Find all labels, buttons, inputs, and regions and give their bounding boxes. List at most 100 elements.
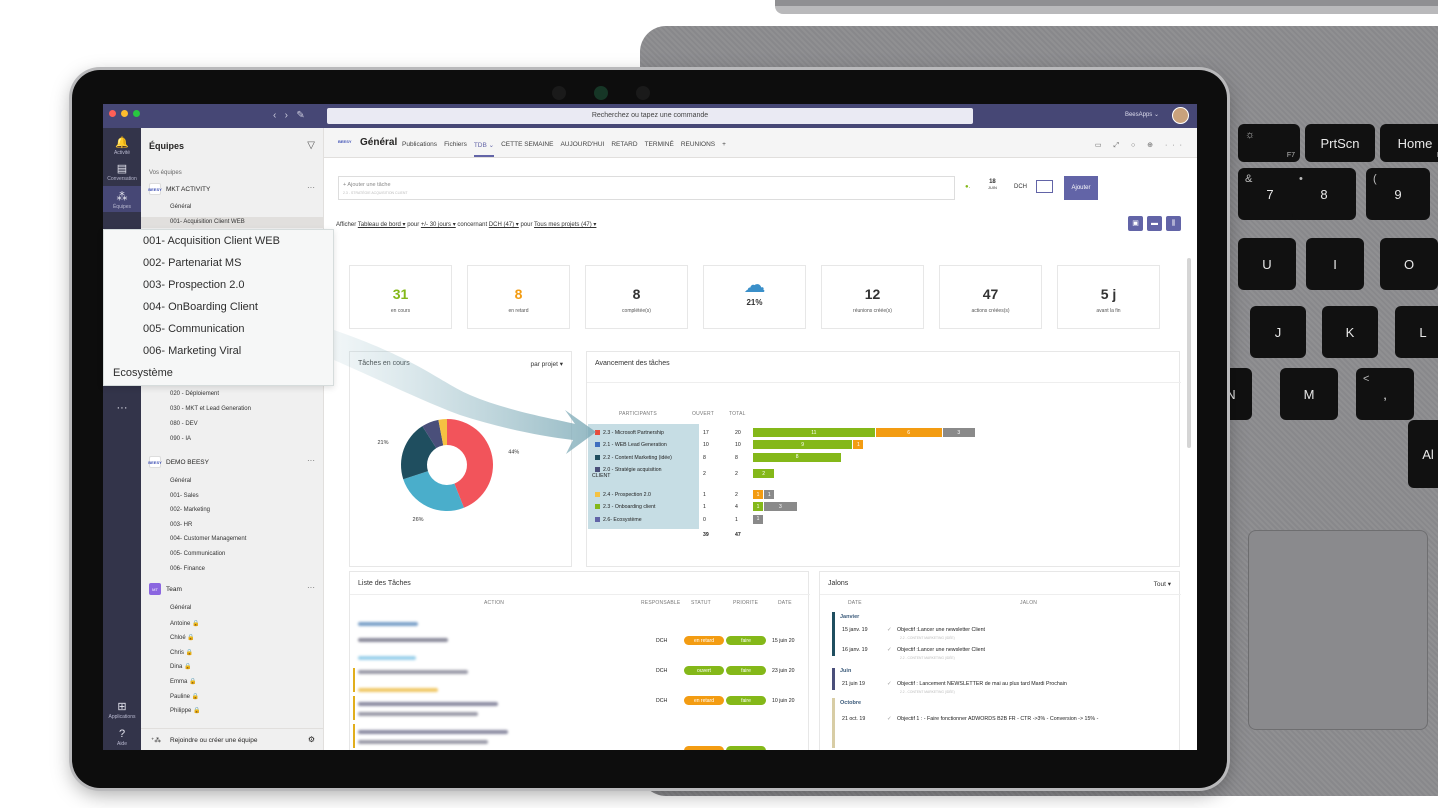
tab-item[interactable]: AUJOURD'HUI <box>560 141 605 148</box>
tab-item[interactable]: + <box>722 141 726 148</box>
rail-teams[interactable]: ⁂ Équipes <box>103 186 141 212</box>
team-more-icon[interactable]: ··· <box>307 583 315 592</box>
channel-item[interactable]: Dina 🔒 <box>170 664 192 671</box>
project-legend-item[interactable]: 2.4 - Prospection 2.0 <box>587 492 697 498</box>
project-option[interactable]: 001- Acquisition Client WEB <box>143 235 280 247</box>
project-option[interactable]: 002- Partenariat MS <box>143 257 242 269</box>
period-dropdown[interactable]: +/- 30 jours ▾ <box>420 222 456 228</box>
channel-item[interactable]: 080 - DEV <box>170 421 198 427</box>
project-legend-item[interactable]: 2.1 - WEB Lead Generation <box>587 442 697 448</box>
channel-item[interactable]: 001- Acquisition Client WEB <box>170 219 245 225</box>
rail-activity[interactable]: 🔔 Activité <box>103 136 141 156</box>
progress-bar-segment[interactable]: 1 <box>753 490 764 499</box>
status-badge[interactable]: en retard <box>684 696 724 705</box>
calendar-icon[interactable] <box>1036 180 1053 193</box>
channel-item[interactable]: 030 - MKT et Lead Generation <box>170 406 251 412</box>
progress-bar-segment[interactable]: 1 <box>753 502 764 512</box>
progress-bar-segment[interactable]: 8 <box>753 452 842 462</box>
channel-item[interactable]: 001- Sales <box>170 492 199 499</box>
project-option[interactable]: 004- OnBoarding Client <box>143 301 258 313</box>
channel-item[interactable]: 003- HR <box>170 521 193 528</box>
tab-item[interactable]: REUNIONS <box>680 141 716 148</box>
settings-gear-icon[interactable]: ⚙ <box>307 735 315 744</box>
join-team[interactable]: ⁺⁂ Rejoindre ou créer une équipe ⚙ <box>141 728 323 750</box>
channel-item[interactable]: Pauline 🔒 <box>170 693 200 700</box>
channel-item[interactable]: 005- Communication <box>170 551 226 557</box>
progress-bar-segment[interactable]: 1 <box>764 490 775 499</box>
status-badge[interactable]: en retard <box>684 636 724 645</box>
channel-item[interactable]: Philippe 🔒 <box>170 708 201 715</box>
progress-bar-segment[interactable]: 11 <box>753 428 875 437</box>
scrollbar[interactable] <box>1187 258 1191 448</box>
progress-bar-segment[interactable]: 2 <box>753 469 775 478</box>
milestone-text[interactable]: Objectif : Lancement NEWSLETTER de mai a… <box>897 681 1067 687</box>
project-legend-item[interactable]: 2.3 - Onboarding client <box>587 504 697 510</box>
nav-arrows[interactable]: ‹ › ✎ <box>273 110 305 121</box>
export-icon[interactable]: ▬ <box>1147 216 1162 231</box>
team-team[interactable]: MT Team <box>149 583 182 595</box>
status-badge[interactable]: ouvert <box>684 666 724 675</box>
channel-item[interactable]: 006- Finance <box>170 565 206 572</box>
priority-badge[interactable]: faire <box>726 636 766 645</box>
owner-dropdown[interactable]: DCH (47) ▾ <box>488 222 519 228</box>
avatar[interactable] <box>1172 107 1189 124</box>
project-option[interactable]: 005- Communication <box>143 323 245 335</box>
tab-item[interactable]: TERMINÉ <box>644 141 674 148</box>
progress-bar-segment[interactable]: 3 <box>942 428 975 437</box>
status-badge[interactable] <box>684 746 724 750</box>
check-icon[interactable]: ✓ <box>887 647 892 653</box>
project-option[interactable]: 006- Marketing Viral <box>143 345 242 357</box>
priority-icon[interactable]: ●. <box>965 184 971 190</box>
milestone-filter-dropdown[interactable]: Tout ▾ <box>1153 581 1171 588</box>
tab-item[interactable]: CETTE SEMAINE <box>501 141 554 148</box>
project-legend-item[interactable]: 2.2 - Content Marketing (idée) <box>587 455 697 461</box>
check-icon[interactable]: ✓ <box>887 681 892 687</box>
channel-item[interactable]: 004- Customer Management <box>170 536 247 543</box>
progress-bar-segment[interactable]: 9 <box>753 440 853 450</box>
channel-item[interactable]: Général <box>170 605 192 611</box>
project-legend-item[interactable]: 2.0 - Stratégie acquisition CLIENT <box>592 467 662 479</box>
channel-item[interactable]: Chloé 🔒 <box>170 635 195 642</box>
channel-item[interactable]: 002- Marketing <box>170 507 211 514</box>
command-search-input[interactable]: Recherchez ou tapez une commande <box>327 108 973 124</box>
project-legend-item[interactable]: 2.3 - Microsoft Partnership <box>587 430 697 436</box>
rail-chat[interactable]: ▤ Conversation <box>103 162 141 182</box>
team-more-icon[interactable]: ··· <box>307 456 315 465</box>
priority-badge[interactable]: faire <box>726 666 766 675</box>
channel-item[interactable]: Chris 🔒 <box>170 649 194 656</box>
minimize-dot-icon[interactable] <box>121 110 128 117</box>
project-legend-item[interactable]: 2.6- Ecosystème <box>587 517 697 523</box>
priority-badge[interactable] <box>726 746 766 750</box>
owner-picker[interactable]: DCH <box>1014 184 1027 190</box>
header-actions[interactable]: ▭ ⤢ ○ ⊕ ··· <box>1094 142 1187 149</box>
window-controls[interactable] <box>109 110 140 117</box>
channel-item[interactable]: Antoine 🔒 <box>170 620 200 627</box>
progress-bar-segment[interactable]: 1 <box>853 440 864 450</box>
due-date-picker[interactable]: 18 JUIN <box>988 179 997 190</box>
donut-slice[interactable] <box>403 471 464 511</box>
tab-item[interactable]: TDB ⌄ <box>473 141 495 157</box>
settings-sliders-icon[interactable]: ⫼ <box>1166 216 1181 231</box>
team-demo-beesy[interactable]: BEESY DEMO BEESY <box>148 456 209 468</box>
channel-item[interactable]: Général <box>170 204 192 210</box>
add-task-button[interactable]: Ajouter <box>1064 176 1098 200</box>
project-option[interactable]: 003- Prospection 2.0 <box>143 279 245 291</box>
progress-bar-segment[interactable]: 6 <box>875 428 942 437</box>
tab-item[interactable]: Fichiers <box>444 141 467 148</box>
project-option[interactable]: Ecosystème <box>113 367 173 379</box>
tab-item[interactable]: RETARD <box>611 141 638 148</box>
channel-item[interactable]: Général <box>170 478 192 484</box>
progress-bar-segment[interactable]: 1 <box>753 514 764 524</box>
check-icon[interactable]: ✓ <box>887 627 892 633</box>
channel-item[interactable]: Emma 🔒 <box>170 679 197 685</box>
milestone-text[interactable]: Objectif :Lancer une newsletter Client <box>897 627 986 633</box>
rail-help[interactable]: ? Aide <box>103 728 141 747</box>
priority-badge[interactable]: faire <box>726 696 766 705</box>
check-icon[interactable]: ✓ <box>887 716 892 722</box>
new-task-input[interactable]: + Ajouter une tâche 2.3 - STRATÉGIE ACQU… <box>338 176 955 200</box>
channel-item[interactable]: 020 - Déploiement <box>170 391 220 397</box>
projects-dropdown[interactable]: Tous mes projets (47) ▾ <box>534 222 597 228</box>
team-more-icon[interactable]: ··· <box>307 183 315 192</box>
progress-bar-segment[interactable]: 3 <box>764 502 797 512</box>
milestone-text[interactable]: Objectif :Lancer une newsletter Client <box>897 647 986 653</box>
